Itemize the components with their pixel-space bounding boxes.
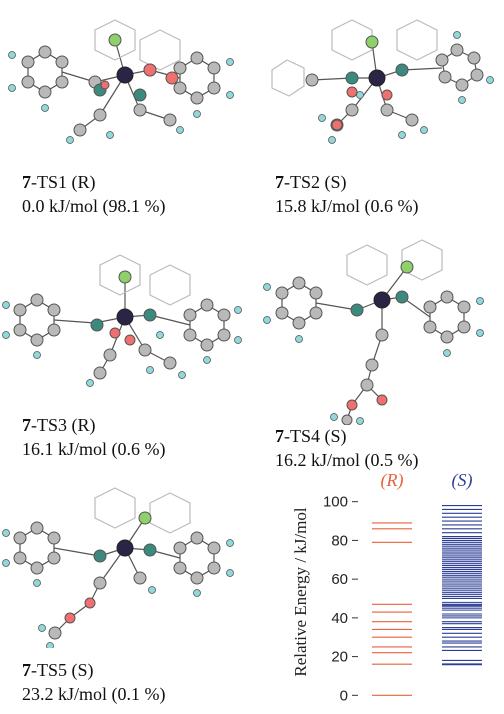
molecule-ts2-svg: [271, 19, 494, 144]
energy-chart-svg: Relative Energy / kJ/mol 0 20 40 60 80 100 (R…: [291, 470, 482, 704]
y-tick-label: 20: [331, 649, 348, 666]
molecule-ts3-image: [0, 235, 252, 410]
molecule-ts1-image: [0, 0, 252, 160]
compound-number: 7: [22, 172, 31, 192]
energy-chart: Relative Energy / kJ/mol 0 20 40 60 80 100 (R…: [290, 470, 504, 714]
y-axis-title: Relative Energy / kJ/mol: [291, 507, 310, 676]
ts-label: -TS5 (S): [31, 660, 94, 680]
series-lines: [372, 505, 482, 696]
caption-ts5: 7-TS5 (S) 23.2 kJ/mol (0.1 %): [22, 658, 166, 706]
y-tick-label: 100: [323, 494, 348, 511]
compound-number: 7: [22, 660, 31, 680]
ts-label: -TS1 (R): [31, 172, 96, 192]
caption-ts2: 7-TS2 (S) 15.8 kJ/mol (0.6 %): [275, 170, 419, 218]
caption-ts3-title: 7-TS3 (R): [22, 413, 166, 437]
caption-ts1: 7-TS1 (R) 0.0 kJ/mol (98.1 %): [22, 170, 166, 218]
caption-ts1-title: 7-TS1 (R): [22, 170, 166, 194]
compound-number: 7: [22, 415, 31, 435]
caption-ts3: 7-TS3 (R) 16.1 kJ/mol (0.6 %): [22, 413, 166, 461]
ts-label: -TS2 (S): [284, 172, 347, 192]
caption-ts2-title: 7-TS2 (S): [275, 170, 419, 194]
molecule-ts3-svg: [2, 254, 242, 387]
caption-ts1-energy: 0.0 kJ/mol (98.1 %): [22, 196, 166, 216]
molecule-ts5-image: [0, 478, 252, 648]
caption-ts5-title: 7-TS5 (S): [22, 658, 166, 682]
caption-ts5-energy: 23.2 kJ/mol (0.1 %): [22, 684, 166, 704]
molecule-ts4-image: [252, 235, 504, 425]
ts-label: -TS3 (R): [31, 415, 96, 435]
molecule-ts4-svg: [263, 239, 484, 425]
y-tick-label: 60: [331, 571, 348, 588]
molecule-ts5-svg: [2, 487, 234, 648]
y-tick-label: 80: [331, 532, 348, 549]
molecule-ts2-image: [252, 0, 504, 160]
y-axis-ticks: 0 20 40 60 80 100: [323, 494, 358, 704]
caption-ts4: 7-TS4 (S) 16.2 kJ/mol (0.5 %): [275, 424, 419, 472]
compound-number: 7: [275, 172, 284, 192]
series-label: (R): [381, 470, 404, 491]
ts-label: -TS4 (S): [284, 426, 347, 446]
y-tick-label: 40: [331, 610, 348, 627]
series-label: (S): [452, 470, 473, 491]
compound-number: 7: [275, 426, 284, 446]
caption-ts2-energy: 15.8 kJ/mol (0.6 %): [275, 196, 419, 216]
y-tick-label: 0: [340, 687, 348, 704]
caption-ts3-energy: 16.1 kJ/mol (0.6 %): [22, 439, 166, 459]
caption-ts4-title: 7-TS4 (S): [275, 424, 419, 448]
caption-ts4-energy: 16.2 kJ/mol (0.5 %): [275, 450, 419, 470]
series-labels: (R) (S): [381, 470, 473, 491]
molecule-ts1-svg: [8, 19, 234, 144]
